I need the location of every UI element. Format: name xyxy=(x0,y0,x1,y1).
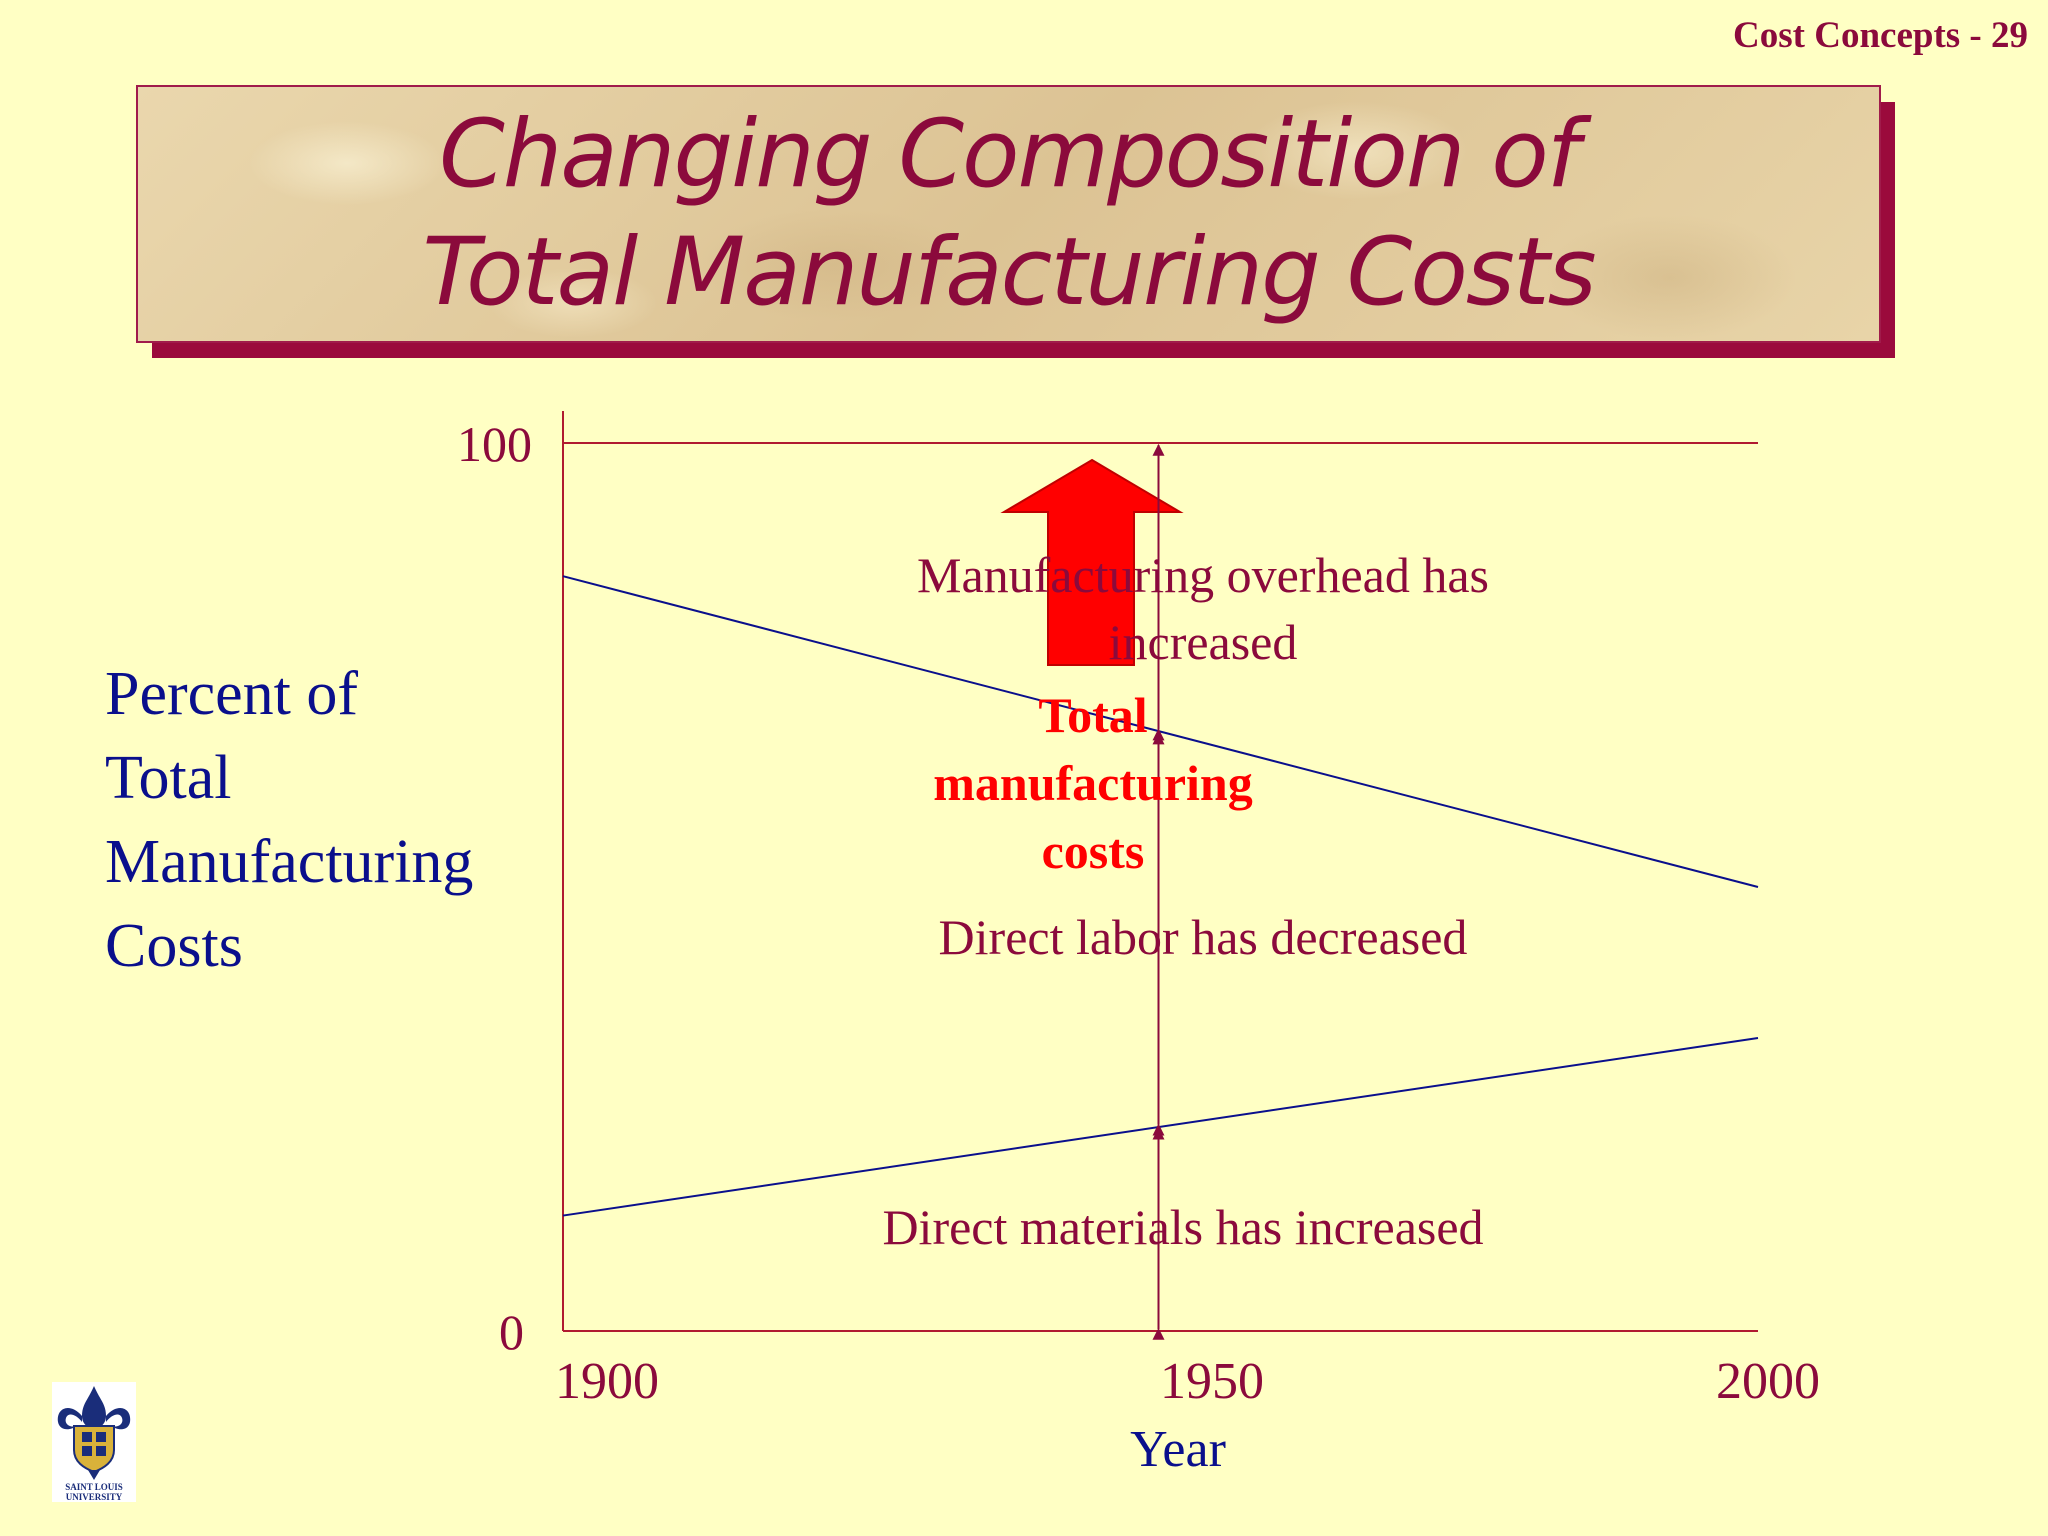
x-axis-label: Year xyxy=(1130,1421,1226,1478)
overhead-annotation: Manufacturing overhead has xyxy=(917,547,1489,603)
x-tick-label: 1950 xyxy=(1160,1353,1264,1410)
slide-reference: Cost Concepts - 29 xyxy=(1733,15,2028,56)
total-costs-label: Total xyxy=(1038,687,1147,743)
y-axis-title-line: Total xyxy=(105,744,232,812)
y-axis-title-line: Manufacturing xyxy=(105,828,474,896)
y-tick-label: 0 xyxy=(499,1304,524,1360)
up-arrow-icon xyxy=(1000,458,1184,666)
university-logo: SAINT LOUIS UNIVERSITY xyxy=(52,1382,136,1502)
page-title-line-2: Total Manufacturing Costs xyxy=(422,218,1596,327)
x-tick-label: 2000 xyxy=(1716,1353,1820,1410)
y-axis-title-line: Costs xyxy=(105,912,243,980)
overhead-annotation: increased xyxy=(1109,614,1298,670)
materials-labor-boundary-line xyxy=(562,1036,1759,1217)
logo-text: UNIVERSITY xyxy=(66,1492,123,1502)
logo-text: SAINT LOUIS xyxy=(65,1482,123,1492)
page-title-line-1: Changing Composition of xyxy=(439,100,1580,209)
labor-annotation: Direct labor has decreased xyxy=(939,909,1468,965)
title-box: Changing Composition of Total Manufactur… xyxy=(136,85,1881,343)
materials-annotation: Direct materials has increased xyxy=(882,1199,1483,1255)
y-tick-label: 100 xyxy=(457,416,532,472)
y-axis-title-line: Percent of xyxy=(105,660,359,728)
y-axis-title: Percent of Total Manufacturing Costs xyxy=(105,652,473,988)
total-costs-label: costs xyxy=(1042,823,1145,879)
x-tick-label: 1900 xyxy=(555,1353,659,1410)
total-costs-label: manufacturing xyxy=(933,755,1252,811)
